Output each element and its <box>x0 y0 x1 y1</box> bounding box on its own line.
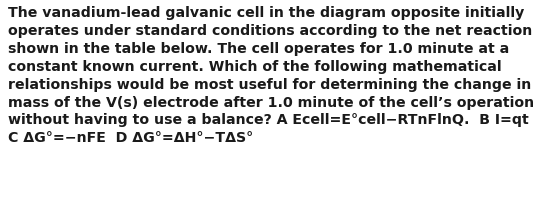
Text: The vanadium-lead galvanic cell in the diagram opposite initially
operates under: The vanadium-lead galvanic cell in the d… <box>8 6 535 145</box>
